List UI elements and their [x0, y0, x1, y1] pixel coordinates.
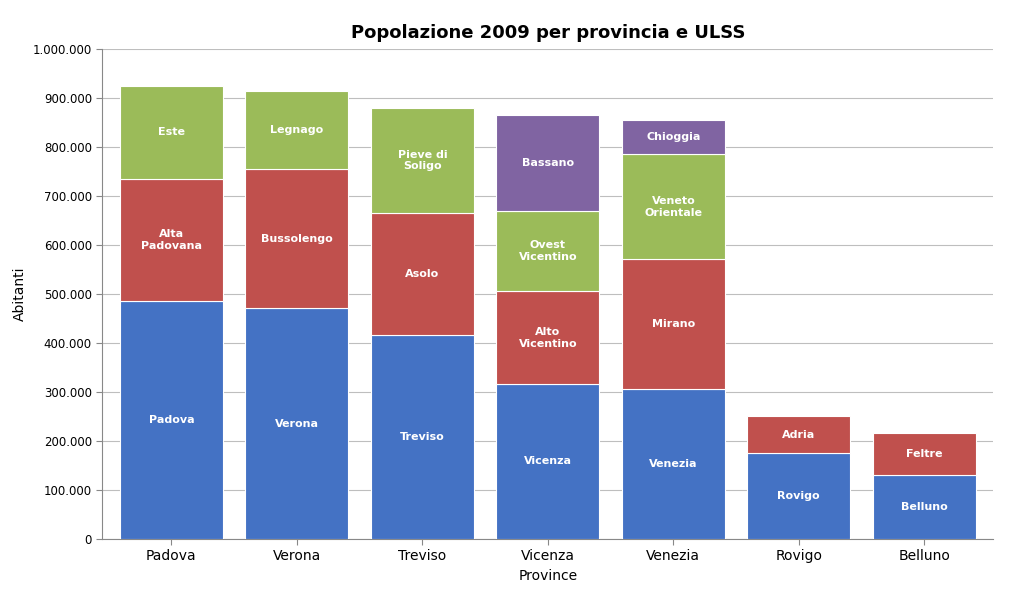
Text: Vicenza: Vicenza — [524, 457, 571, 466]
Bar — [371, 108, 474, 213]
Bar — [246, 308, 348, 539]
Bar — [120, 86, 223, 179]
Bar — [497, 384, 599, 539]
Bar — [622, 259, 725, 389]
Text: Padova: Padova — [148, 415, 195, 425]
Text: Pieve di
Soligo: Pieve di Soligo — [397, 149, 447, 171]
Text: Feltre: Feltre — [906, 449, 942, 459]
Bar — [872, 475, 976, 539]
Bar — [622, 154, 725, 259]
Text: Adria: Adria — [782, 430, 815, 439]
Text: Asolo: Asolo — [406, 269, 439, 279]
X-axis label: Province: Province — [518, 569, 578, 583]
Text: Venezia: Venezia — [649, 459, 697, 469]
Bar — [371, 335, 474, 539]
Bar — [497, 291, 599, 384]
Text: Treviso: Treviso — [400, 432, 444, 442]
Bar — [371, 213, 474, 335]
Y-axis label: Abitanti: Abitanti — [13, 266, 28, 321]
Text: Rovigo: Rovigo — [777, 491, 820, 501]
Text: Ovest
Vicentino: Ovest Vicentino — [518, 240, 578, 262]
Text: Alta
Padovana: Alta Padovana — [141, 229, 202, 251]
Title: Popolazione 2009 per provincia e ULSS: Popolazione 2009 per provincia e ULSS — [350, 24, 745, 42]
Bar — [748, 453, 850, 539]
Bar — [872, 433, 976, 475]
Bar — [120, 179, 223, 301]
Bar — [622, 120, 725, 154]
Text: Veneto
Orientale: Veneto Orientale — [644, 196, 702, 218]
Text: Chioggia: Chioggia — [646, 132, 700, 142]
Bar — [246, 91, 348, 169]
Bar — [622, 389, 725, 539]
Text: Alto
Vicentino: Alto Vicentino — [518, 327, 578, 349]
Text: Mirano: Mirano — [651, 319, 695, 329]
Text: Legnago: Legnago — [270, 125, 324, 135]
Bar — [497, 211, 599, 291]
Bar — [748, 416, 850, 453]
Bar — [120, 301, 223, 539]
Text: Belluno: Belluno — [901, 502, 947, 512]
Text: Bassano: Bassano — [522, 158, 573, 168]
Text: Verona: Verona — [274, 419, 318, 428]
Bar — [497, 115, 599, 211]
Text: Bussolengo: Bussolengo — [261, 234, 333, 244]
Text: Este: Este — [158, 127, 185, 137]
Bar — [246, 169, 348, 308]
